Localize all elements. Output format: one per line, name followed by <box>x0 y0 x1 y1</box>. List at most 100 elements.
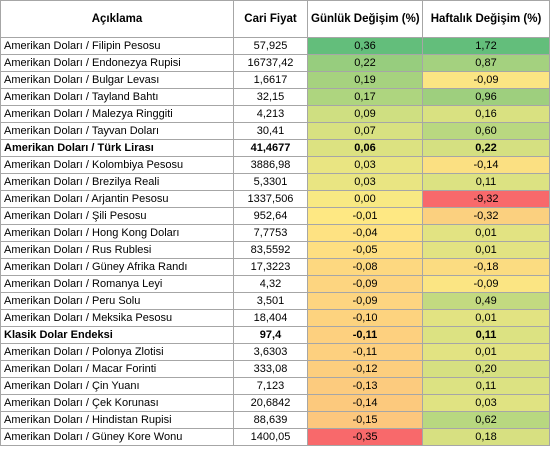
currency-pair-name: Amerikan Doları / Brezilya Reali <box>0 173 234 191</box>
daily-change-cell: 0,17 <box>307 88 423 106</box>
weekly-change-cell: 0,01 <box>422 241 550 259</box>
table-row: Amerikan Doları / Filipin Pesosu 57,925 0,… <box>0 37 550 55</box>
currency-table: Açıklama Cari Fiyat Günlük Değişim (%) H… <box>0 0 550 446</box>
weekly-change-cell: 0,01 <box>422 224 550 242</box>
table-row: Amerikan Doları / Brezilya Reali 5,3301 0,… <box>0 173 550 191</box>
currency-pair-name: Amerikan Doları / Çek Korunası <box>0 394 234 412</box>
table-row: Amerikan Doları / Çin Yuanı 7,123 -0,13 0,1… <box>0 377 550 395</box>
currency-pair-name: Amerikan Doları / Macar Forinti <box>0 360 234 378</box>
currency-pair-name: Amerikan Doları / Arjantin Pesosu <box>0 190 234 208</box>
currency-pair-name: Amerikan Doları / Romanya Leyi <box>0 275 234 293</box>
currency-pair-name: Amerikan Doları / Meksika Pesosu <box>0 309 234 327</box>
weekly-change-cell: 0,11 <box>422 326 550 344</box>
current-price-cell: 3,6303 <box>233 343 308 361</box>
current-price-cell: 4,213 <box>233 105 308 123</box>
weekly-change-cell: 0,96 <box>422 88 550 106</box>
table-row: Amerikan Doları / Güney Afrika Randı 17,3… <box>0 258 550 276</box>
current-price-cell: 333,08 <box>233 360 308 378</box>
table-row: Amerikan Doları / Tayvan Doları 30,41 0,07… <box>0 122 550 140</box>
currency-pair-name: Amerikan Doları / Filipin Pesosu <box>0 37 234 55</box>
weekly-change-cell: 0,16 <box>422 105 550 123</box>
daily-change-cell: -0,15 <box>307 411 423 429</box>
daily-change-cell: -0,11 <box>307 326 423 344</box>
weekly-change-cell: -0,32 <box>422 207 550 225</box>
table-row: Amerikan Doları / Arjantin Pesosu 1337,50… <box>0 190 550 208</box>
current-price-cell: 4,32 <box>233 275 308 293</box>
current-price-cell: 18,404 <box>233 309 308 327</box>
currency-pair-name: Amerikan Doları / Güney Afrika Randı <box>0 258 234 276</box>
current-price-cell: 30,41 <box>233 122 308 140</box>
weekly-change-cell: 0,87 <box>422 54 550 72</box>
weekly-change-cell: 0,03 <box>422 394 550 412</box>
current-price-cell: 57,925 <box>233 37 308 55</box>
table-row: Amerikan Doları / Çek Korunası 20,6842 -0,… <box>0 394 550 412</box>
weekly-change-cell: -0,14 <box>422 156 550 174</box>
current-price-cell: 41,4677 <box>233 139 308 157</box>
currency-pair-name: Amerikan Doları / Peru Solu <box>0 292 234 310</box>
table-row: Amerikan Doları / Malezya Ringgiti 4,213 0… <box>0 105 550 123</box>
table-row: Amerikan Doları / Türk Lirası 41,4677 0,06… <box>0 139 550 157</box>
current-price-cell: 1,6617 <box>233 71 308 89</box>
header-row: Açıklama Cari Fiyat Günlük Değişim (%) H… <box>0 0 550 38</box>
table-row: Amerikan Doları / Bulgar Levası 1,6617 0,1… <box>0 71 550 89</box>
weekly-change-cell: 0,11 <box>422 173 550 191</box>
current-price-cell: 5,3301 <box>233 173 308 191</box>
daily-change-cell: 0,03 <box>307 156 423 174</box>
header-current-price: Cari Fiyat <box>233 0 308 38</box>
daily-change-cell: 0,06 <box>307 139 423 157</box>
header-description: Açıklama <box>0 0 234 38</box>
currency-pair-name: Amerikan Doları / Hindistan Rupisi <box>0 411 234 429</box>
currency-pair-name: Amerikan Doları / Türk Lirası <box>0 139 234 157</box>
table-row: Amerikan Doları / Tayland Bahtı 32,15 0,17… <box>0 88 550 106</box>
table-row: Amerikan Doları / Endonezya Rupisi 16737,… <box>0 54 550 72</box>
weekly-change-cell: 0,62 <box>422 411 550 429</box>
daily-change-cell: -0,09 <box>307 292 423 310</box>
weekly-change-cell: 0,11 <box>422 377 550 395</box>
currency-pair-name: Amerikan Doları / Polonya Zlotisi <box>0 343 234 361</box>
current-price-cell: 7,7753 <box>233 224 308 242</box>
daily-change-cell: 0,00 <box>307 190 423 208</box>
daily-change-cell: -0,14 <box>307 394 423 412</box>
daily-change-cell: -0,01 <box>307 207 423 225</box>
currency-pair-name: Amerikan Doları / Şili Pesosu <box>0 207 234 225</box>
weekly-change-cell: 0,20 <box>422 360 550 378</box>
currency-pair-name: Amerikan Doları / Malezya Ringgiti <box>0 105 234 123</box>
current-price-cell: 7,123 <box>233 377 308 395</box>
daily-change-cell: -0,35 <box>307 428 423 446</box>
currency-pair-name: Amerikan Doları / Endonezya Rupisi <box>0 54 234 72</box>
table-row: Amerikan Doları / Hindistan Rupisi 88,639… <box>0 411 550 429</box>
header-daily-change: Günlük Değişim (%) <box>307 0 423 38</box>
weekly-change-cell: 0,01 <box>422 343 550 361</box>
table-row: Klasik Dolar Endeksi 97,4 -0,11 0,11 <box>0 326 550 344</box>
currency-pair-name: Amerikan Doları / Çin Yuanı <box>0 377 234 395</box>
header-weekly-change: Haftalık Değişim (%) <box>422 0 550 38</box>
table-row: Amerikan Doları / Kolombiya Pesosu 3886,9… <box>0 156 550 174</box>
current-price-cell: 20,6842 <box>233 394 308 412</box>
table-body: Amerikan Doları / Filipin Pesosu 57,925 0,… <box>0 37 550 446</box>
daily-change-cell: 0,36 <box>307 37 423 55</box>
currency-pair-name: Amerikan Doları / Tayvan Doları <box>0 122 234 140</box>
current-price-cell: 17,3223 <box>233 258 308 276</box>
table-row: Amerikan Doları / Macar Forinti 333,08 -0,… <box>0 360 550 378</box>
table-row: Amerikan Doları / Rus Rublesi 83,5592 -0,0… <box>0 241 550 259</box>
weekly-change-cell: 0,01 <box>422 309 550 327</box>
daily-change-cell: -0,12 <box>307 360 423 378</box>
current-price-cell: 97,4 <box>233 326 308 344</box>
weekly-change-cell: 0,22 <box>422 139 550 157</box>
daily-change-cell: -0,13 <box>307 377 423 395</box>
weekly-change-cell: 0,49 <box>422 292 550 310</box>
table-row: Amerikan Doları / Güney Kore Wonu 1400,05… <box>0 428 550 446</box>
current-price-cell: 1337,506 <box>233 190 308 208</box>
daily-change-cell: -0,05 <box>307 241 423 259</box>
daily-change-cell: -0,04 <box>307 224 423 242</box>
current-price-cell: 16737,42 <box>233 54 308 72</box>
weekly-change-cell: -0,09 <box>422 71 550 89</box>
weekly-change-cell: 0,60 <box>422 122 550 140</box>
currency-pair-name: Amerikan Doları / Tayland Bahtı <box>0 88 234 106</box>
daily-change-cell: -0,10 <box>307 309 423 327</box>
current-price-cell: 1400,05 <box>233 428 308 446</box>
currency-pair-name: Amerikan Doları / Hong Kong Doları <box>0 224 234 242</box>
weekly-change-cell: -0,18 <box>422 258 550 276</box>
table-row: Amerikan Doları / Romanya Leyi 4,32 -0,09-… <box>0 275 550 293</box>
current-price-cell: 32,15 <box>233 88 308 106</box>
